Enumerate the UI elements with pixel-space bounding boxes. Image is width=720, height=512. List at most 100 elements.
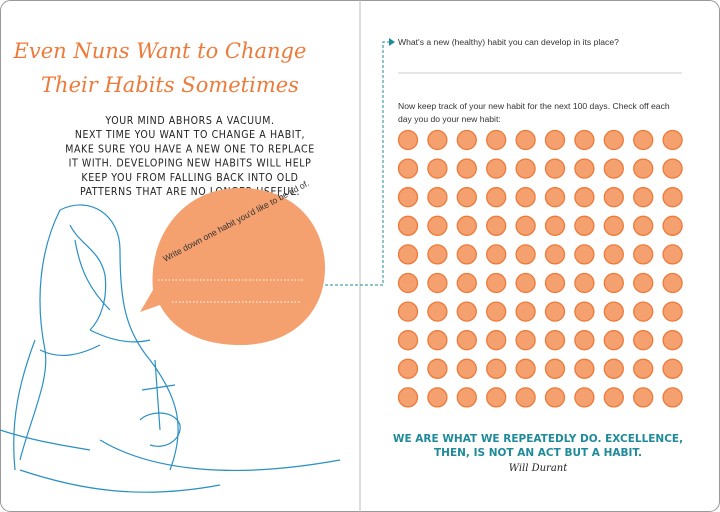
day-checkbox[interactable] [486,387,507,408]
day-checkbox[interactable] [633,387,654,408]
day-checkbox[interactable] [515,330,536,351]
day-checkbox[interactable] [397,272,419,294]
day-checkbox[interactable] [544,272,566,294]
day-checkbox[interactable] [574,358,595,379]
day-checkbox[interactable] [456,187,477,208]
day-checkbox[interactable] [662,129,683,151]
day-checkbox[interactable] [574,272,595,294]
day-checkbox[interactable] [397,244,419,265]
day-checkbox[interactable] [515,244,536,265]
day-checkbox[interactable] [456,358,477,379]
day-checkbox[interactable] [633,272,654,294]
day-checkbox[interactable] [544,187,566,208]
day-checkbox[interactable] [544,358,566,379]
day-checkbox[interactable] [544,215,566,236]
day-checkbox[interactable] [662,330,683,351]
day-checkbox[interactable] [633,215,654,236]
day-checkbox[interactable] [662,272,683,294]
day-checkbox[interactable] [544,301,566,322]
day-checkbox[interactable] [633,301,654,322]
day-checkbox[interactable] [456,272,477,294]
day-checkbox[interactable] [544,330,566,351]
day-checkbox[interactable] [603,272,624,294]
day-checkbox[interactable] [397,129,419,151]
day-checkbox[interactable] [515,158,536,179]
day-checkbox[interactable] [486,187,507,208]
day-checkbox[interactable] [633,129,654,151]
day-checkbox[interactable] [456,301,477,322]
day-checkbox[interactable] [427,387,448,408]
day-checkbox[interactable] [427,272,448,294]
day-checkbox[interactable] [662,158,683,179]
day-checkbox[interactable] [397,358,419,379]
day-checkbox[interactable] [603,387,624,408]
day-checkbox[interactable] [662,301,683,322]
day-checkbox[interactable] [456,158,477,179]
day-checkbox[interactable] [486,129,507,151]
day-checkbox[interactable] [515,358,536,379]
day-checkbox[interactable] [486,215,507,236]
day-checkbox[interactable] [633,244,654,265]
day-checkbox[interactable] [574,330,595,351]
day-checkbox[interactable] [397,301,419,322]
day-checkbox[interactable] [515,387,536,408]
day-checkbox[interactable] [397,387,419,408]
day-checkbox[interactable] [603,215,624,236]
day-checkbox[interactable] [574,301,595,322]
day-checkbox[interactable] [456,387,477,408]
day-checkbox[interactable] [662,215,683,236]
day-checkbox[interactable] [456,244,477,265]
day-checkbox[interactable] [574,215,595,236]
day-checkbox[interactable] [427,158,448,179]
day-checkbox[interactable] [662,358,683,379]
day-checkbox[interactable] [456,129,477,151]
day-checkbox[interactable] [515,187,536,208]
day-checkbox[interactable] [515,272,536,294]
day-checkbox[interactable] [427,358,448,379]
day-checkbox[interactable] [427,187,448,208]
day-checkbox[interactable] [603,358,624,379]
day-checkbox[interactable] [515,301,536,322]
day-checkbox[interactable] [486,272,507,294]
day-checkbox[interactable] [574,244,595,265]
day-checkbox[interactable] [486,330,507,351]
day-checkbox[interactable] [662,387,683,408]
day-checkbox[interactable] [456,330,477,351]
day-checkbox[interactable] [662,187,683,208]
day-checkbox[interactable] [427,129,448,151]
day-checkbox[interactable] [633,187,654,208]
day-checkbox[interactable] [603,129,624,151]
day-checkbox[interactable] [486,358,507,379]
day-checkbox[interactable] [633,158,654,179]
day-checkbox[interactable] [574,129,595,151]
day-checkbox[interactable] [397,158,419,179]
day-checkbox[interactable] [603,158,624,179]
day-checkbox[interactable] [486,244,507,265]
day-checkbox[interactable] [427,215,448,236]
day-checkbox[interactable] [574,187,595,208]
day-checkbox[interactable] [397,330,419,351]
day-checkbox[interactable] [662,244,683,265]
day-checkbox[interactable] [603,301,624,322]
day-checkbox[interactable] [397,187,419,208]
day-checkbox[interactable] [574,387,595,408]
day-checkbox[interactable] [486,301,507,322]
day-checkbox[interactable] [515,129,536,151]
day-checkbox[interactable] [397,215,419,236]
day-checkbox[interactable] [427,301,448,322]
day-checkbox[interactable] [603,244,624,265]
day-checkbox[interactable] [515,215,536,236]
day-checkbox[interactable] [633,330,654,351]
day-checkbox[interactable] [544,387,566,408]
day-checkbox[interactable] [603,187,624,208]
day-checkbox[interactable] [427,330,448,351]
day-checkbox[interactable] [544,244,566,265]
day-checkbox[interactable] [574,158,595,179]
day-checkbox[interactable] [603,330,624,351]
day-checkbox[interactable] [486,158,507,179]
day-checkbox[interactable] [544,158,566,179]
day-checkbox[interactable] [427,244,448,265]
day-checkbox[interactable] [633,358,654,379]
day-checkbox[interactable] [456,215,477,236]
day-checkbox[interactable] [544,129,566,151]
